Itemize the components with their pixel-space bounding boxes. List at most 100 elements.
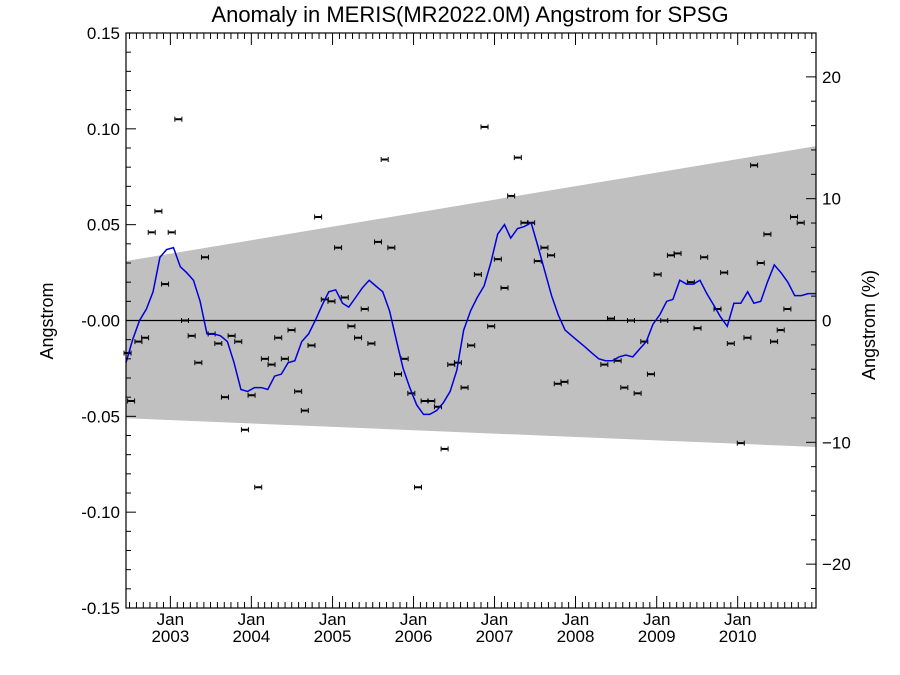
uncertainty-band [126,146,816,448]
x-tick-label-year: 2003 [151,627,189,646]
data-point [254,484,263,490]
x-tick-label-year: 2010 [719,627,757,646]
data-point [354,335,363,341]
data-point [380,157,389,162]
data-point [154,208,163,214]
x-tick-label-month: Jan [157,610,184,629]
data-point [693,325,702,331]
data-point [660,318,669,323]
y-tick-label: -0.15 [81,599,120,618]
data-point [673,250,682,256]
data-point [280,356,289,362]
data-point [500,285,509,291]
data-point [467,342,476,348]
y-tick-label: 0.15 [87,24,120,43]
y-tick-label: -0.00 [81,312,120,331]
data-point [274,335,283,341]
x-tick-label-year: 2004 [232,627,270,646]
tick-labels: 0.15 0.10 0.05 -0.00 -0.05 -0.10 -0.15 2010 0 −10… [81,24,851,646]
data-point [473,272,482,277]
y-tick-label: 0.05 [87,216,120,235]
data-point [756,260,765,266]
y-right-tick-label: −20 [822,555,851,574]
y-axis-title-right: Angstrom (%) [859,270,879,380]
data-point [267,362,276,368]
data-point [413,484,422,490]
data-point [334,245,343,251]
data-point [646,371,655,377]
y-tick-label: 0.10 [87,120,120,139]
x-tick-label-month: Jan [481,610,508,629]
x-tick-label-month: Jan [562,610,589,629]
data-point [790,214,799,220]
series-line [125,221,816,416]
chart-title: Anomaly in MERIS(MR2022.0M) Angstrom for… [211,2,728,27]
data-point [227,333,236,339]
x-tick-label-month: Jan [400,610,427,629]
data-point [480,124,489,130]
data-point [367,341,376,346]
data-point [327,298,336,304]
data-point [260,356,269,362]
data-point [487,323,496,329]
data-point [394,371,403,377]
data-point [247,392,256,398]
y-axis-title: Angstrom [37,282,57,359]
data-point [294,388,303,394]
y-right-tick-label: 10 [822,190,841,209]
data-point [214,341,223,346]
data-point [796,220,805,226]
data-point [194,360,203,366]
data-point [776,327,785,333]
data-point [633,390,642,396]
x-tick-label-month: Jan [319,610,346,629]
data-point [540,245,549,251]
data-point [234,339,243,345]
y-right-tick-label: −10 [822,433,851,452]
x-tick-label-month: Jan [724,610,751,629]
data-point [620,385,629,391]
data-points [123,116,805,490]
x-tick-label-month: Jan [643,610,670,629]
data-point [220,394,229,400]
data-point [167,229,176,235]
x-tick-label-month: Jan [238,610,265,629]
y-tick-label: -0.10 [81,503,120,522]
data-point [770,339,779,345]
data-point [300,408,309,414]
data-point [387,245,396,251]
x-tick-label-year: 2008 [557,627,595,646]
data-point [513,155,522,161]
axis-ticks [126,32,816,609]
data-point [181,318,190,323]
data-point [287,327,296,333]
data-point [626,318,635,323]
data-point [161,281,170,287]
data-point [736,440,745,446]
data-point [240,427,249,433]
data-point [726,341,735,346]
data-point [493,256,502,262]
y-right-tick-label: 0 [822,312,831,331]
data-point [314,214,323,220]
y-tick-label: -0.05 [81,407,120,426]
x-tick-label-year: 2007 [476,627,514,646]
data-point [460,385,469,391]
data-point [307,342,316,348]
x-tick-label-year: 2009 [638,627,676,646]
data-point [700,254,709,260]
data-point [606,316,615,322]
data-point [147,229,156,235]
x-tick-label-year: 2006 [395,627,433,646]
data-point [187,333,196,339]
data-point [127,398,136,404]
x-tick-label-year: 2005 [314,627,352,646]
data-point [750,162,759,168]
data-point [507,193,516,199]
data-point [743,335,752,341]
data-point [347,323,356,329]
data-point [427,398,436,404]
data-point [720,270,729,276]
data-point [360,306,369,312]
